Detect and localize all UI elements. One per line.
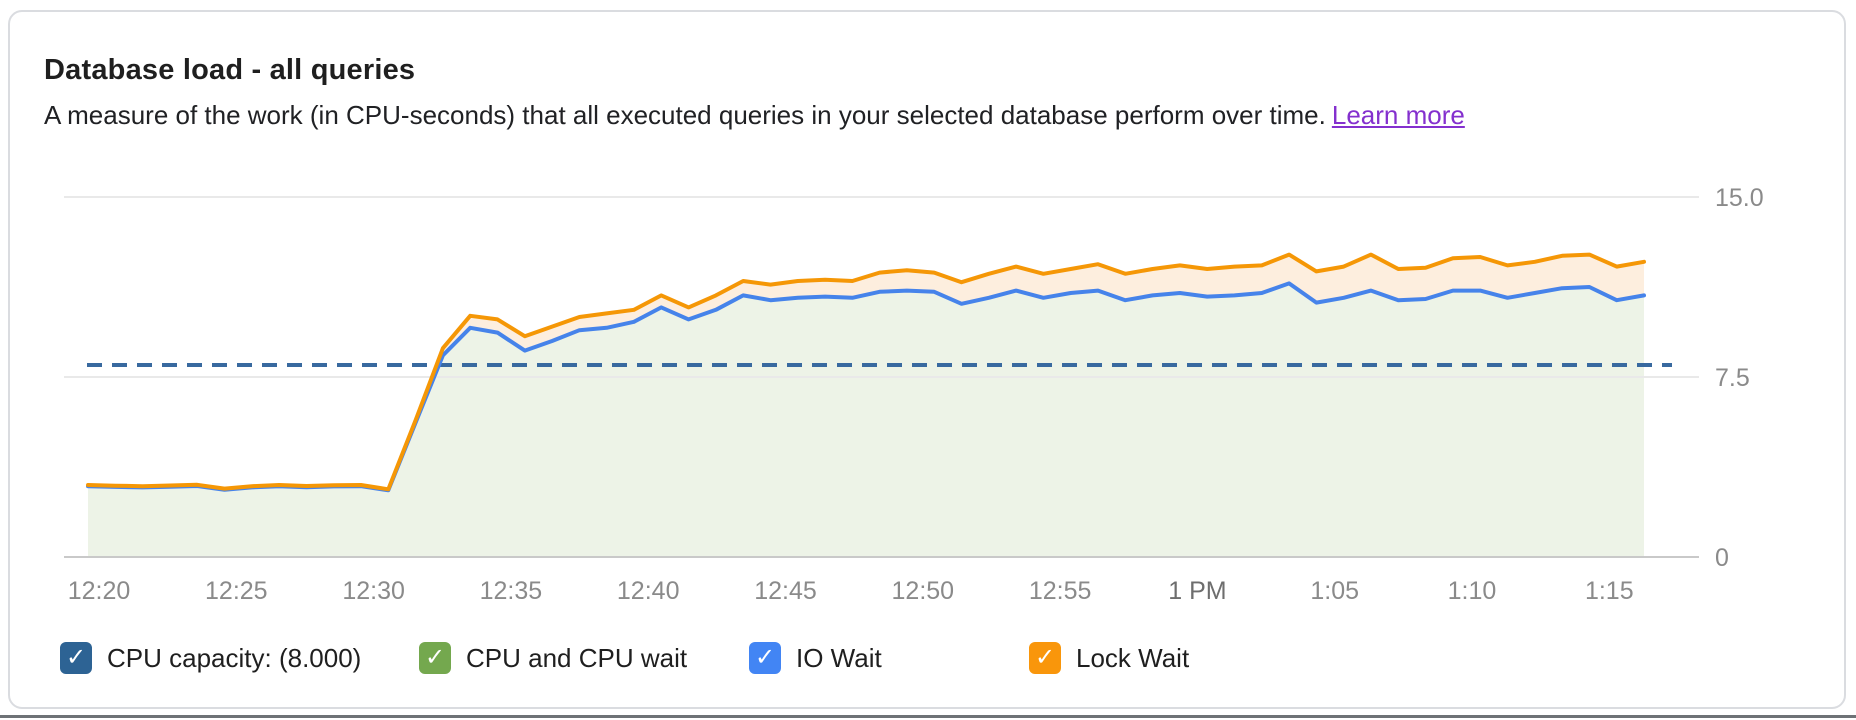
x-axis-tick-label: 12:45 [754, 577, 817, 605]
x-axis-tick-label: 1:10 [1448, 577, 1497, 605]
cpu-area-fill [88, 283, 1644, 557]
subtitle-text: A measure of the work (in CPU-seconds) t… [44, 100, 1326, 130]
x-axis-tick-label: 1:15 [1585, 577, 1634, 605]
legend-item-io-wait[interactable]: ✓ IO Wait [749, 636, 882, 680]
legend-label-cpu-capacity: CPU capacity: (8.000) [107, 642, 362, 673]
io-wait-checkbox[interactable]: ✓ [749, 642, 781, 674]
y-axis-tick-label: 0 [1715, 544, 1729, 572]
legend-item-cpu-wait[interactable]: ✓ CPU and CPU wait [419, 636, 687, 680]
lock-wait-line [86, 252, 1646, 492]
page-title: Database load - all queries [44, 54, 416, 86]
y-axis-tick-label: 7.5 [1715, 364, 1750, 392]
lock-wait-checkbox[interactable]: ✓ [1029, 642, 1061, 674]
legend-label-cpu-wait: CPU and CPU wait [466, 642, 688, 673]
legend: ✓ CPU capacity: (8.000) ✓ CPU and CPU wa… [10, 636, 1850, 680]
cpu-capacity-checkbox[interactable]: ✓ [60, 642, 92, 674]
legend-label-lock-wait: Lock Wait [1076, 642, 1190, 673]
legend-item-lock-wait[interactable]: ✓ Lock Wait [1029, 636, 1189, 680]
x-axis-tick-label: 12:25 [205, 577, 268, 605]
page-subtitle: A measure of the work (in CPU-seconds) t… [44, 100, 1465, 131]
x-axis-tick-label: 12:50 [892, 577, 955, 605]
cpu-wait-checkbox[interactable]: ✓ [419, 642, 451, 674]
x-axis-tick-label: 12:20 [68, 577, 131, 605]
y-axis-tick-label: 15.0 [1715, 184, 1764, 212]
x-axis-tick-label: 12:55 [1029, 577, 1092, 605]
legend-label-io-wait: IO Wait [796, 642, 882, 673]
legend-item-cpu-capacity[interactable]: ✓ CPU capacity: (8.000) [60, 636, 361, 680]
x-axis-tick-label: 1:05 [1310, 577, 1359, 605]
x-axis-tick-label: 12:40 [617, 577, 680, 605]
x-axis-tick-label: 12:35 [480, 577, 543, 605]
lock-wait-band-fill [88, 254, 1644, 491]
load-chart[interactable]: 15.0 7.5 0 12:20 12:25 12:30 12:35 12:40 12:45 12… [10, 147, 1850, 617]
page-bottom-divider [0, 715, 1856, 718]
x-axis-tick-label: 1 PM [1168, 577, 1226, 605]
x-axis-tick-label: 12:30 [342, 577, 405, 605]
learn-more-link[interactable]: Learn more [1331, 100, 1465, 130]
database-load-card: Database load - all queries A measure of… [8, 10, 1846, 709]
